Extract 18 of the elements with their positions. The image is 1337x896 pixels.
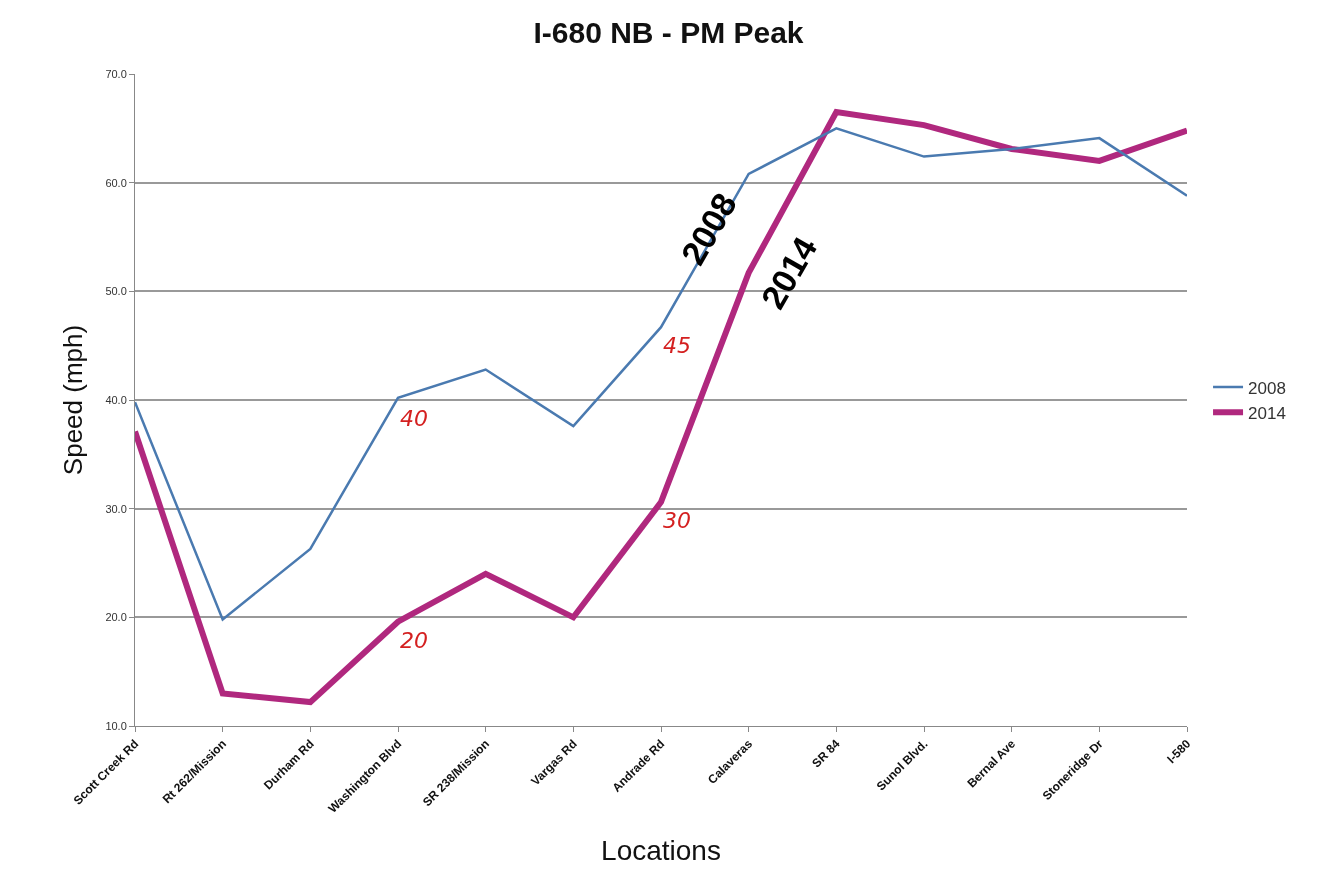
annotation: 20 bbox=[400, 628, 428, 653]
x-axis-title: Locations bbox=[601, 834, 721, 866]
annotation: 40 bbox=[400, 406, 428, 431]
legend-label: 2008 bbox=[1248, 378, 1286, 398]
annotation: 45 bbox=[663, 333, 691, 358]
y-tick-label: 50.0 bbox=[105, 285, 127, 298]
y-tick-label: 60.0 bbox=[105, 176, 127, 189]
y-tick-label: 20.0 bbox=[105, 611, 127, 624]
legend-label: 2014 bbox=[1248, 403, 1286, 423]
line-series bbox=[135, 127, 1187, 621]
y-tick-label: 30.0 bbox=[105, 502, 127, 515]
y-axis-title: Speed (mph) bbox=[57, 324, 88, 476]
y-tick-label: 70.0 bbox=[105, 67, 127, 80]
annotation: 30 bbox=[663, 508, 691, 533]
y-tick-label: 10.0 bbox=[105, 719, 127, 732]
chart-title: I-680 NB - PM Peak bbox=[533, 16, 804, 50]
x-tick-label: SR 84 bbox=[809, 736, 843, 771]
y-tick-label: 40.0 bbox=[105, 393, 127, 406]
